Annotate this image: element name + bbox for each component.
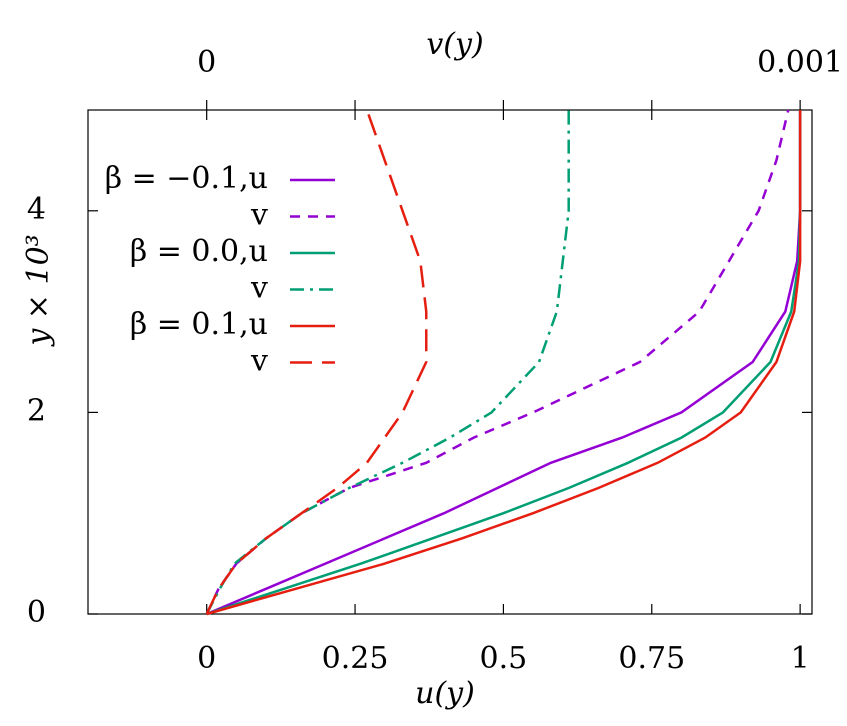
legend-label: β = 0.1,u [130, 307, 268, 342]
y-tick-label: 4 [27, 192, 46, 227]
plot-frame [87, 109, 813, 615]
legend-label: β = 0.0,u [130, 234, 268, 269]
series-line [205, 109, 790, 615]
x-tick-label: 0.5 [480, 641, 528, 676]
x-tick-label: 0 [197, 641, 216, 676]
top-axis-title: v(y) [426, 27, 483, 62]
bottom-axis-title: u(y) [415, 676, 475, 711]
x2-tick-label: 0.001 [757, 45, 843, 80]
y-tick-label: 2 [27, 393, 46, 428]
y-tick-label: 0 [27, 595, 46, 630]
series-line [205, 109, 428, 615]
x-tick-label: 0.75 [618, 641, 685, 676]
x-tick-label: 1 [791, 641, 810, 676]
legend-label: β = −0.1,u [105, 161, 268, 196]
legend-label: v [250, 198, 268, 233]
x2-tick-label: 0 [197, 45, 216, 80]
y-axis-title: y × 10³ [21, 234, 56, 347]
x-tick-label: 0.25 [322, 641, 389, 676]
series-line [206, 110, 802, 616]
legend-label: v [250, 344, 268, 379]
legend-label: v [250, 271, 268, 306]
